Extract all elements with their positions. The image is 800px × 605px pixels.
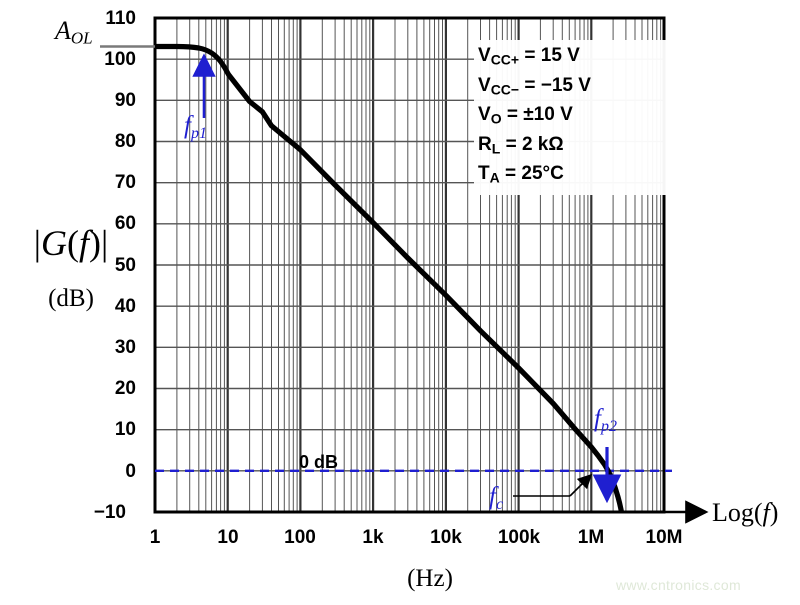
plot-frame xyxy=(153,16,666,514)
condition-row-vcc-minus: VCC− = −15 V xyxy=(478,73,666,103)
condition-row-ta: TA = 25°C xyxy=(478,161,666,191)
condition-row-vo: VO = ±10 V xyxy=(478,102,666,132)
fp2-label: fp2 xyxy=(594,405,617,436)
logf-f-symbol: f xyxy=(762,498,770,527)
x-tick-1M: 1M xyxy=(577,527,605,548)
rl-symbol: R xyxy=(478,133,492,155)
y-tick-neg10: −10 xyxy=(93,502,126,523)
vcc-plus-subscript: CC+ xyxy=(490,51,520,68)
vcc-plus-symbol: V xyxy=(478,45,491,66)
y-axis-paren-close: ) xyxy=(89,223,101,263)
y-axis-g-symbol: G xyxy=(40,223,67,263)
y-tick-100: 100 xyxy=(104,49,136,70)
test-conditions-box: VCC+ = 15 V VCC− = −15 V VO = ±10 V RL =… xyxy=(474,40,670,195)
x-tick-10M: 10M xyxy=(645,527,683,548)
x-tick-100k: 100k xyxy=(497,527,541,548)
x-tick-1: 1 xyxy=(149,527,161,548)
ta-value: = 25°C xyxy=(499,163,564,184)
fp1-symbol: f xyxy=(184,112,191,139)
y-tick-0: 0 xyxy=(125,461,136,482)
rl-value: = 2 kΩ xyxy=(500,133,564,155)
y-tick-70: 70 xyxy=(114,172,136,193)
x-tick-100: 100 xyxy=(284,527,316,548)
fc-subscript: c xyxy=(495,495,504,513)
y-axis-paren-open: ( xyxy=(66,223,79,263)
logf-log-text: Log( xyxy=(712,498,763,527)
y-tick-30: 30 xyxy=(114,337,136,358)
logf-paren-close: ) xyxy=(769,498,779,527)
vcc-minus-symbol: V xyxy=(478,74,491,96)
ta-subscript: A xyxy=(489,169,500,186)
x-tick-1k: 1k xyxy=(362,527,384,548)
aol-subscript: OL xyxy=(70,28,93,48)
y-tick-40: 40 xyxy=(114,296,136,317)
zero-db-label: 0 dB xyxy=(299,452,339,472)
fp2-symbol: f xyxy=(594,405,601,432)
y-axis-bar-left: | xyxy=(33,223,41,263)
vcc-minus-subscript: CC− xyxy=(490,81,520,97)
y-tick-80: 80 xyxy=(114,131,136,152)
x-tick-10k: 10k xyxy=(430,527,462,548)
condition-row-vcc-plus: VCC+ = 15 V xyxy=(478,43,666,73)
fc-label: fc xyxy=(489,483,503,514)
y-axis-unit: (dB) xyxy=(48,285,94,312)
ta-symbol: T xyxy=(478,163,490,184)
y-tick-50: 50 xyxy=(114,255,136,276)
condition-row-rl: RL = 2 kΩ xyxy=(478,132,666,162)
fc-symbol: f xyxy=(489,483,496,510)
fp1-subscript: p1 xyxy=(190,124,207,142)
y-tick-10: 10 xyxy=(114,419,136,440)
aol-symbol: A xyxy=(55,16,71,45)
vo-subscript: O xyxy=(490,110,502,127)
y-tick-20: 20 xyxy=(114,378,136,399)
aol-label: AOL xyxy=(55,16,93,48)
x-tick-10: 10 xyxy=(217,527,239,548)
vo-symbol: V xyxy=(478,104,491,125)
vo-value: = ±10 V xyxy=(501,104,573,125)
y-axis-bar-right: | xyxy=(101,223,109,263)
fp2-subscript: p2 xyxy=(600,417,617,435)
fp1-label: fp1 xyxy=(184,112,207,143)
y-tick-90: 90 xyxy=(114,90,136,111)
vcc-minus-value: = −15 V xyxy=(519,74,591,96)
y-tick-110: 110 xyxy=(105,8,136,29)
x-axis-arrow-label: Log(f) xyxy=(712,498,778,528)
vcc-plus-value: = 15 V xyxy=(519,45,580,66)
rl-subscript: L xyxy=(491,140,501,156)
y-axis-f-symbol: f xyxy=(78,223,89,263)
fc-leader-arrow xyxy=(513,473,593,497)
y-tick-60: 60 xyxy=(114,213,136,234)
y-axis-title: |G(f)| xyxy=(10,222,132,264)
site-watermark: www.cntronics.com xyxy=(616,577,741,593)
x-axis-unit: (Hz) xyxy=(407,565,453,592)
